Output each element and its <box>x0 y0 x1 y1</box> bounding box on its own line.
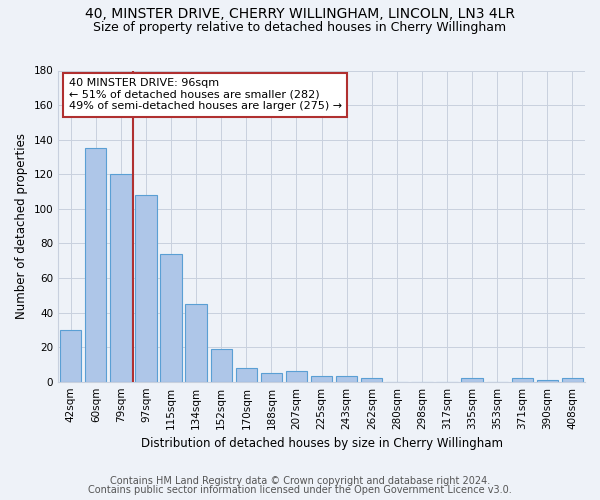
Bar <box>136 195 157 382</box>
Bar <box>336 376 358 382</box>
Bar <box>110 174 131 382</box>
Text: Contains public sector information licensed under the Open Government Licence v3: Contains public sector information licen… <box>88 485 512 495</box>
Bar <box>60 330 82 382</box>
Y-axis label: Number of detached properties: Number of detached properties <box>15 133 28 319</box>
Bar <box>286 372 307 382</box>
Text: Contains HM Land Registry data © Crown copyright and database right 2024.: Contains HM Land Registry data © Crown c… <box>110 476 490 486</box>
Bar <box>537 380 558 382</box>
Bar <box>311 376 332 382</box>
Bar <box>361 378 382 382</box>
Bar <box>236 368 257 382</box>
Bar <box>261 373 282 382</box>
Bar <box>85 148 106 382</box>
Text: 40, MINSTER DRIVE, CHERRY WILLINGHAM, LINCOLN, LN3 4LR: 40, MINSTER DRIVE, CHERRY WILLINGHAM, LI… <box>85 8 515 22</box>
Bar <box>461 378 483 382</box>
Bar <box>160 254 182 382</box>
Bar <box>512 378 533 382</box>
Bar <box>562 378 583 382</box>
Text: 40 MINSTER DRIVE: 96sqm
← 51% of detached houses are smaller (282)
49% of semi-d: 40 MINSTER DRIVE: 96sqm ← 51% of detache… <box>69 78 342 112</box>
Bar <box>211 349 232 382</box>
X-axis label: Distribution of detached houses by size in Cherry Willingham: Distribution of detached houses by size … <box>140 437 503 450</box>
Text: Size of property relative to detached houses in Cherry Willingham: Size of property relative to detached ho… <box>94 22 506 35</box>
Bar <box>185 304 207 382</box>
